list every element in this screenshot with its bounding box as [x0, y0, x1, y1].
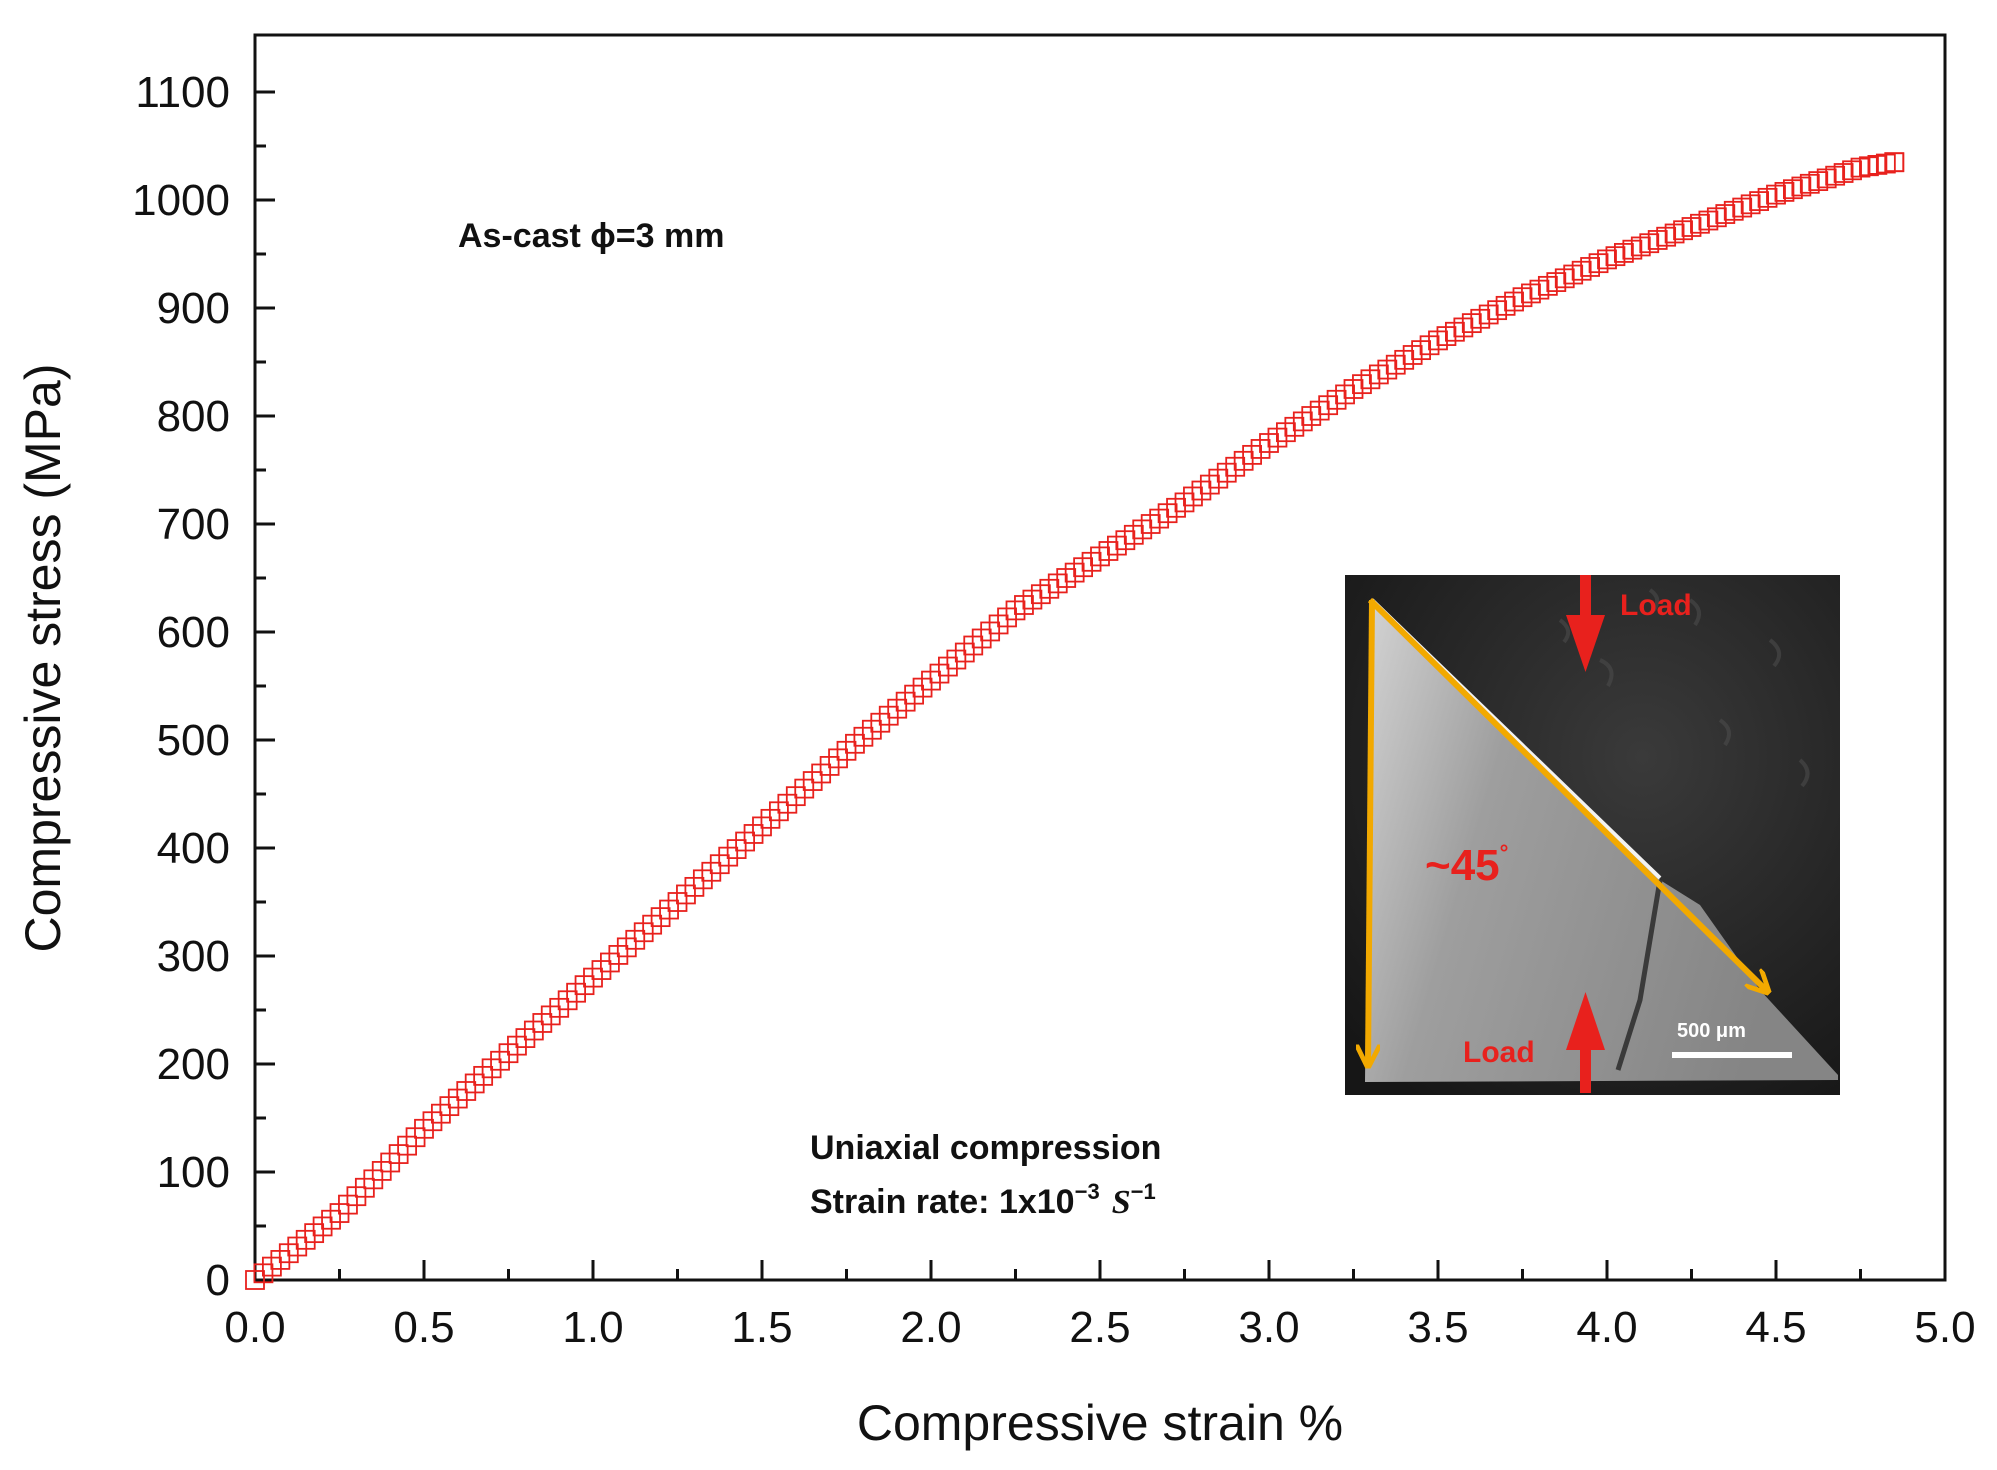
y-tick-label: 200 [157, 1040, 230, 1089]
x-tick-label: 4.5 [1745, 1303, 1806, 1352]
y-tick-label: 600 [157, 608, 230, 657]
y-tick-label: 1000 [132, 176, 230, 225]
sample-annotation: As-cast ϕ=3 mm [458, 217, 724, 255]
y-tick-label: 700 [157, 500, 230, 549]
strain-rate-unit: S [1112, 1184, 1131, 1221]
x-tick-label: 0.5 [393, 1303, 454, 1352]
data-point [1884, 152, 1905, 173]
x-axis-ticks: 0.0 0.5 1.0 1.5 2.0 2.5 3.0 3.5 4.0 4.5 5.0 [224, 1260, 1976, 1352]
fracture-crack [1615, 879, 1663, 1071]
x-tick-label: 1.0 [562, 1303, 623, 1352]
strain-rate-exponent: −3 [1075, 1179, 1100, 1204]
x-tick-label: 2.0 [900, 1303, 961, 1352]
shear-angle-label: ~45° [1425, 840, 1508, 890]
load-arrow-top [1566, 575, 1605, 672]
x-tick-label: 0.0 [224, 1303, 285, 1352]
x-tick-label: 5.0 [1914, 1303, 1975, 1352]
stress-strain-series [245, 152, 1905, 1290]
vertical-axis-arrow [1368, 599, 1372, 1066]
y-tick-label: 0 [206, 1256, 230, 1305]
inset-texture [1558, 588, 1810, 788]
x-tick-label: 1.5 [731, 1303, 792, 1352]
y-axis-title: Compressive stress (MPa) [15, 364, 71, 953]
x-tick-label: 4.0 [1576, 1303, 1637, 1352]
fracture-micrograph-inset: ~45° Load Load 500 μm [1345, 575, 1840, 1095]
y-tick-label: 900 [157, 284, 230, 333]
y-tick-label: 1100 [135, 68, 230, 117]
y-tick-label: 400 [157, 824, 230, 873]
y-axis-ticks: 0 100 200 300 400 500 600 700 800 900 1000 1100 [132, 68, 275, 1305]
load-label-bottom: Load [1463, 1036, 1535, 1069]
y-tick-label: 100 [157, 1148, 230, 1197]
x-tick-label: 2.5 [1069, 1303, 1130, 1352]
strain-rate-prefix: Strain rate: 1x10 [810, 1183, 1075, 1221]
strain-rate-unit-exponent: −1 [1131, 1179, 1156, 1204]
fracture-surface [1365, 600, 1838, 1082]
strain-rate-annotation: Strain rate: 1x10−3 S−1 [810, 1179, 1156, 1221]
y-tick-label: 800 [157, 392, 230, 441]
y-tick-label: 500 [157, 716, 230, 765]
x-axis-title: Compressive strain % [857, 1395, 1343, 1451]
scale-bar-label: 500 μm [1677, 1020, 1746, 1042]
x-tick-label: 3.5 [1407, 1303, 1468, 1352]
load-label-top: Load [1620, 589, 1692, 622]
test-type-annotation: Uniaxial compression [810, 1129, 1161, 1167]
load-arrow-bottom [1566, 992, 1605, 1093]
degree-mark: ° [1500, 840, 1509, 865]
scale-bar [1672, 1052, 1792, 1058]
shear-plane-arrow [1367, 597, 1768, 992]
x-tick-label: 3.0 [1238, 1303, 1299, 1352]
y-tick-label: 300 [157, 932, 230, 981]
